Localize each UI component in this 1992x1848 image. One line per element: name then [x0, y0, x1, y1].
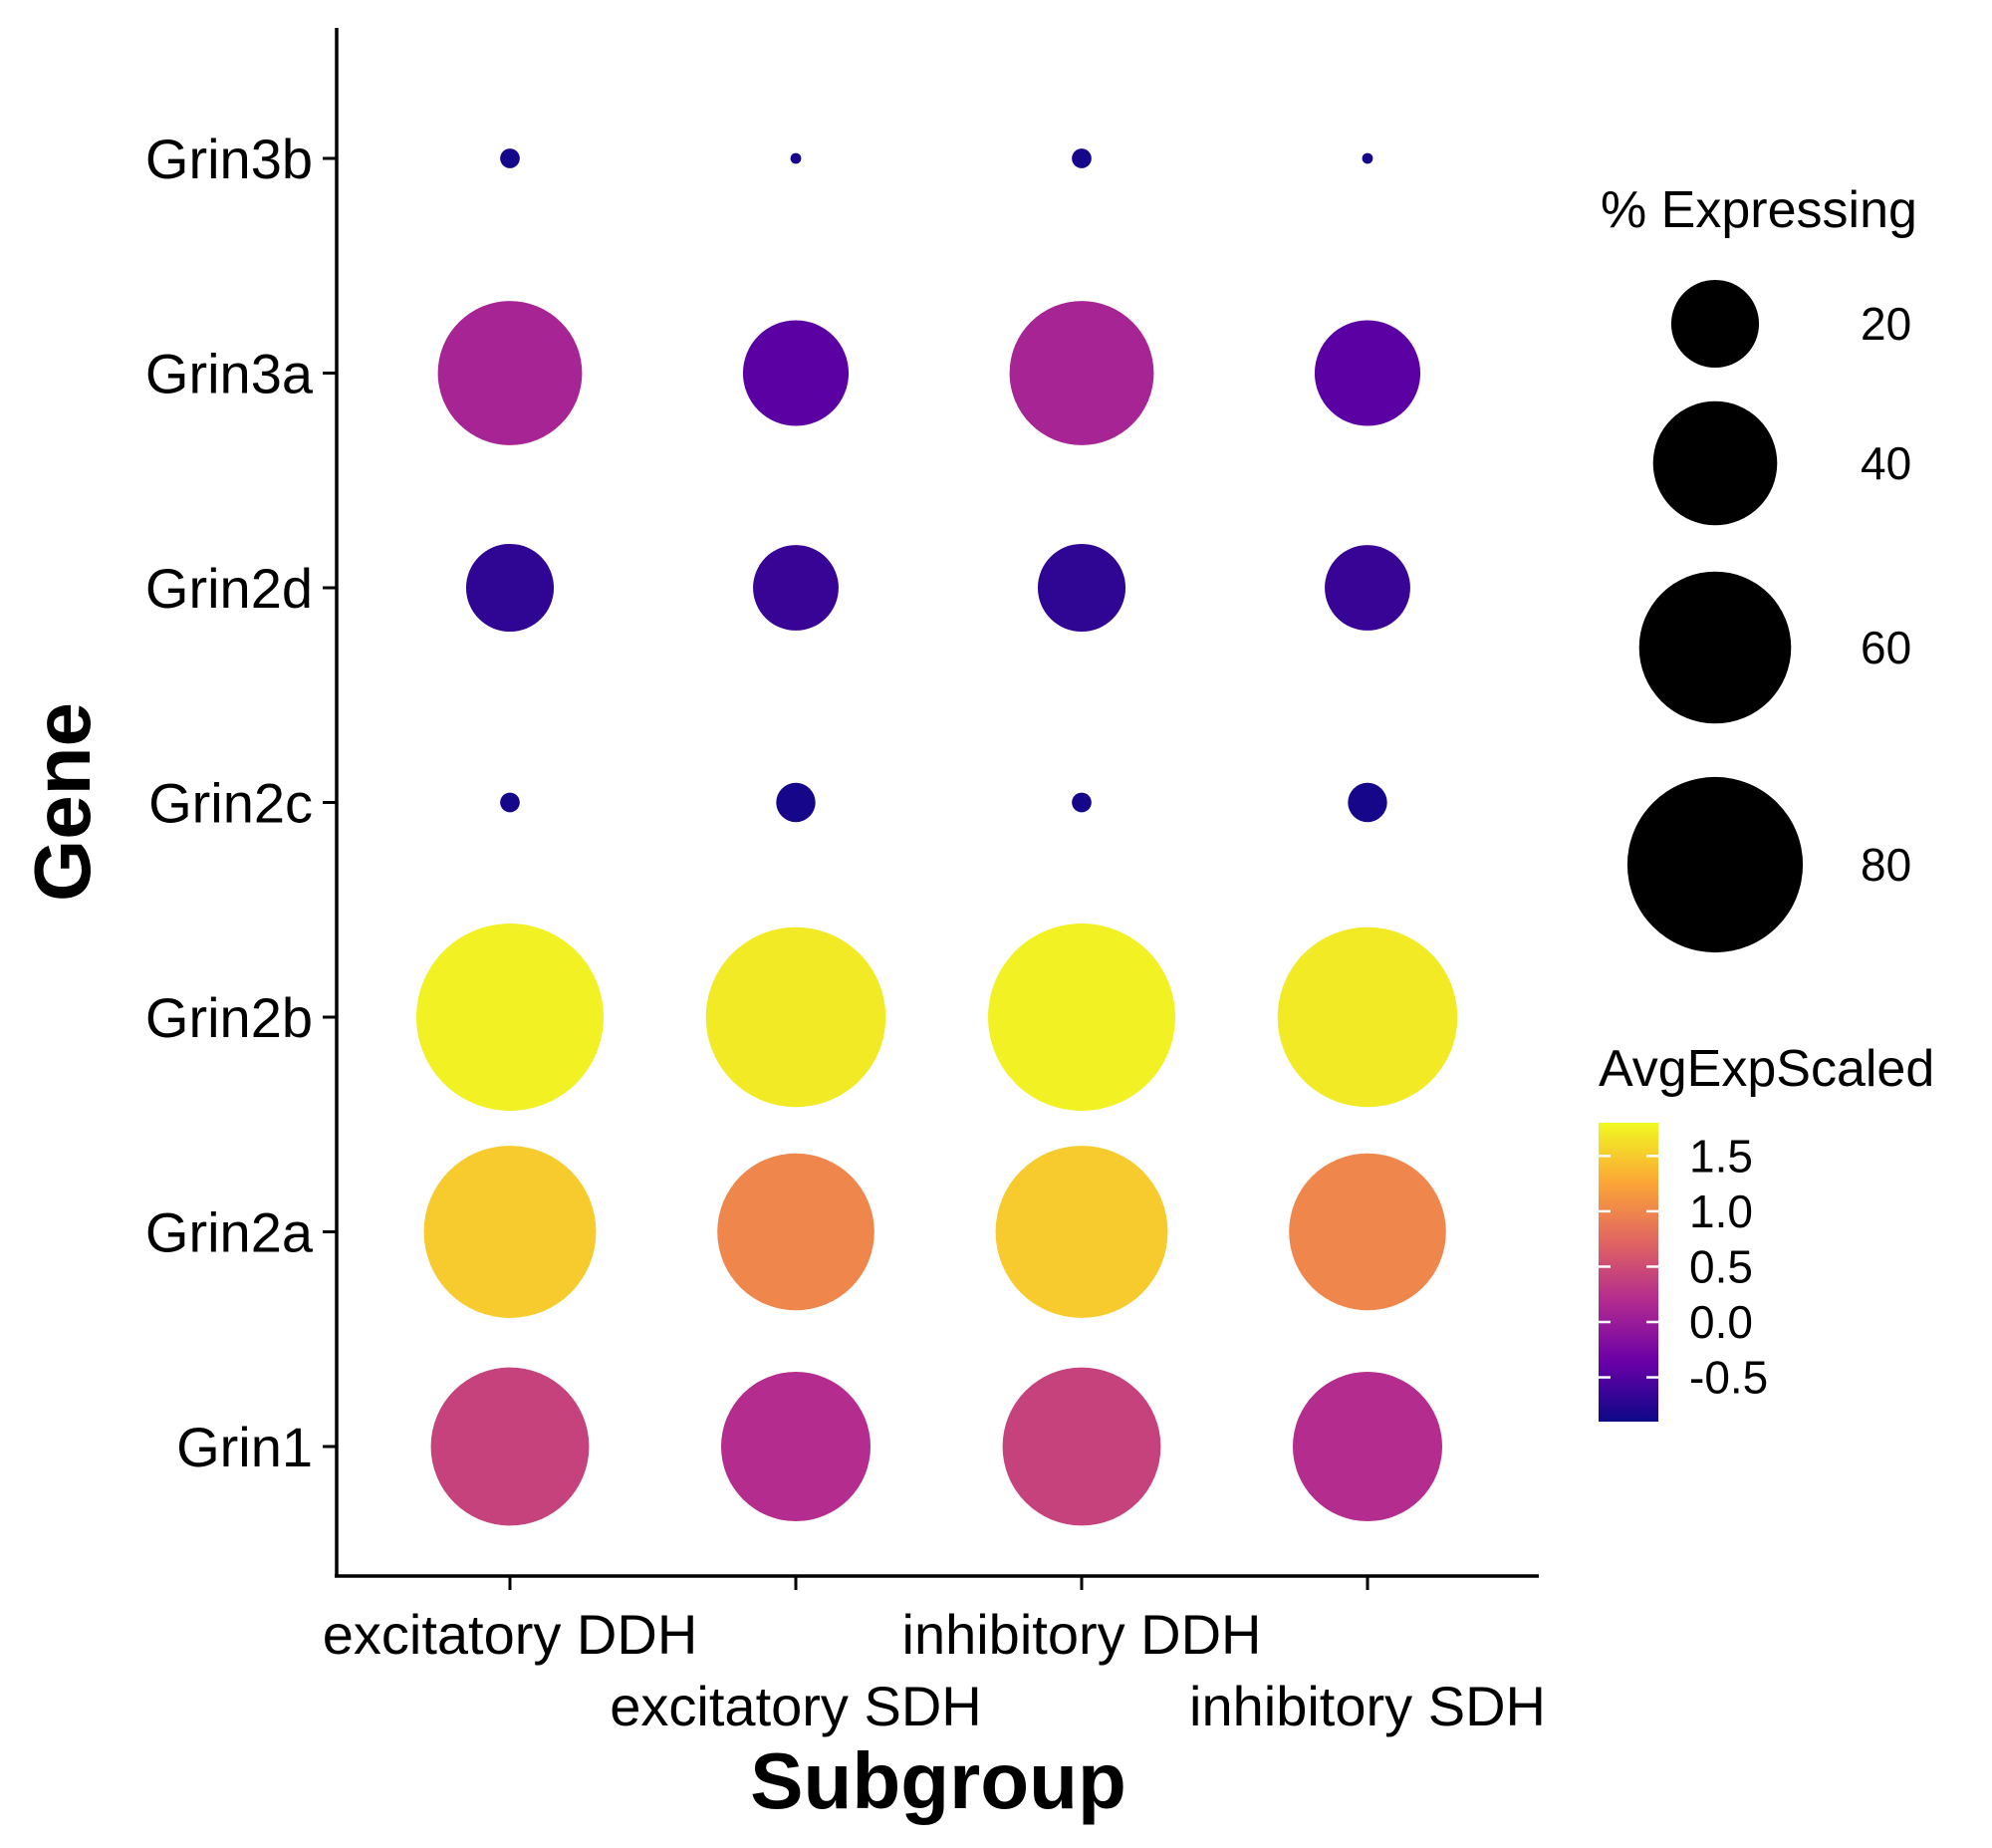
dot-grin3a-excitatory-ddh: [437, 301, 583, 445]
dot-grin2b-inhibitory-sdh: [1277, 926, 1458, 1108]
dot-grin2d-excitatory-sdh: [753, 545, 839, 631]
x-tick-label-excitatory-sdh: excitatory SDH: [610, 1675, 981, 1737]
y-tick-label-grin1: Grin1: [176, 1416, 313, 1478]
size-legend-label-20: 20: [1861, 298, 1911, 350]
dot-grin1-excitatory-ddh: [430, 1367, 590, 1526]
dot-grin2a-excitatory-sdh: [717, 1153, 874, 1311]
size-legend-label-40: 40: [1861, 437, 1911, 489]
dot-grin2b-excitatory-sdh: [705, 926, 886, 1108]
dot-grin3a-inhibitory-sdh: [1314, 320, 1421, 426]
dot-grin2c-inhibitory-ddh: [1072, 792, 1092, 813]
size-legend-title: % Expressing: [1601, 181, 1917, 239]
dot-grin3b-excitatory-sdh: [790, 152, 802, 164]
y-tick-label-grin3a: Grin3a: [145, 343, 314, 405]
colorbar: [1599, 1123, 1658, 1422]
dot-grin3b-inhibitory-ddh: [1072, 148, 1092, 168]
x-tick-label-excitatory-ddh: excitatory DDH: [323, 1603, 698, 1666]
plot-area: Grin1 Grin2a Grin2b Grin2c Grin2d Grin3a Grin3…: [18, 28, 1546, 1825]
dot-grin2b-excitatory-ddh: [416, 924, 604, 1111]
size-legend-key-60: [1638, 571, 1792, 724]
y-tick-label-grin2c: Grin2c: [148, 772, 313, 835]
size-legend-key-80: [1626, 776, 1804, 953]
dot-grin2c-excitatory-ddh: [500, 792, 520, 813]
dot-grin3b-excitatory-ddh: [500, 148, 520, 168]
dot-grin1-excitatory-sdh: [720, 1371, 872, 1522]
dot-grin2d-inhibitory-ddh: [1037, 543, 1126, 633]
dot-grin1-inhibitory-sdh: [1292, 1371, 1443, 1522]
dot-grin3a-excitatory-sdh: [742, 320, 850, 426]
legend-area: % Expressing20406080AvgExpScaled1.51.00.…: [1599, 181, 1934, 1422]
x-tick-label-inhibitory-sdh: inhibitory SDH: [1189, 1675, 1546, 1737]
size-legend-label-80: 80: [1861, 839, 1911, 891]
y-tick-label-grin2a: Grin2a: [145, 1201, 314, 1264]
color-legend-title: AvgExpScaled: [1599, 1040, 1934, 1098]
colorbar-label: 0.0: [1689, 1296, 1753, 1348]
dot-grin2a-inhibitory-sdh: [1289, 1153, 1446, 1311]
colorbar-label: -0.5: [1689, 1352, 1768, 1404]
y-tick-label-grin3b: Grin3b: [145, 128, 313, 190]
dot-grin1-inhibitory-ddh: [1002, 1367, 1161, 1526]
colorbar-label: 0.5: [1689, 1240, 1753, 1292]
dot-grin2a-excitatory-ddh: [423, 1146, 597, 1318]
x-axis-title: Subgroup: [750, 1736, 1126, 1825]
y-tick-label-grin2b: Grin2b: [145, 986, 313, 1049]
dot-grin3b-inhibitory-sdh: [1362, 152, 1373, 164]
colorbar-label: 1.0: [1689, 1186, 1753, 1237]
colorbar-label: 1.5: [1689, 1130, 1753, 1182]
y-axis-title: Gene: [18, 702, 107, 902]
dot-grin2b-inhibitory-ddh: [988, 924, 1175, 1111]
size-legend-key-20: [1670, 279, 1760, 369]
size-legend-key-40: [1652, 400, 1778, 526]
dot-grin2d-inhibitory-sdh: [1325, 545, 1410, 631]
dot-grin3a-inhibitory-ddh: [1009, 301, 1154, 445]
y-tick-label-grin2d: Grin2d: [145, 557, 313, 620]
dot-grin2c-excitatory-sdh: [776, 782, 816, 823]
dot-grin2a-inhibitory-ddh: [995, 1146, 1168, 1318]
dot-grin2d-excitatory-ddh: [465, 543, 555, 633]
x-tick-label-inhibitory-ddh: inhibitory DDH: [902, 1603, 1262, 1666]
dot-grin2c-inhibitory-sdh: [1348, 782, 1387, 823]
size-legend-label-60: 60: [1861, 622, 1911, 673]
